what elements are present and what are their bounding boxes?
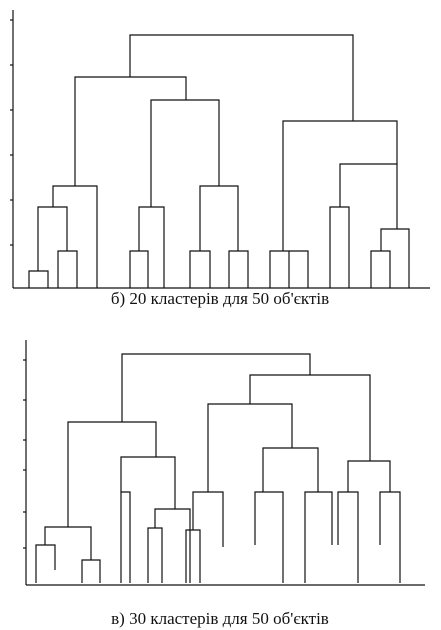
dendrogram-bottom <box>23 340 425 586</box>
dendrogram-link <box>120 456 176 509</box>
caption: б) 20 кластерів для 50 об'єктів <box>111 289 329 308</box>
dendrogram-link <box>129 250 149 288</box>
dendrogram-link <box>207 403 293 492</box>
dendrogram-link <box>262 447 319 492</box>
dendrogram-link <box>228 250 249 288</box>
dendrogram-link <box>249 374 371 461</box>
dendrogram-link <box>57 250 78 288</box>
dendrogram-link <box>282 120 398 251</box>
dendrogram-link <box>379 491 401 583</box>
dendrogram-link <box>185 529 201 583</box>
dendrogram-link <box>52 185 98 288</box>
dendrogram-link <box>67 421 157 527</box>
dendrogram-link <box>129 34 354 121</box>
dendrogram-link <box>44 526 92 560</box>
dendrogram-link <box>339 163 398 229</box>
dendrogram-link <box>121 353 311 422</box>
dendrogram-top <box>10 10 430 289</box>
caption: в) 30 кластерів для 50 об'єктів <box>111 609 329 628</box>
dendrogram-link <box>28 270 49 288</box>
dendrogram-link <box>189 250 211 288</box>
dendrogram-link <box>37 206 68 271</box>
dendrogram-link <box>150 99 220 207</box>
dendrogram-link <box>192 491 224 547</box>
dendrogram-link <box>120 491 131 583</box>
dendrogram-link <box>337 491 359 583</box>
dendrogram-link <box>154 508 191 583</box>
dendrogram-link <box>347 460 391 492</box>
dendrogram-link <box>329 206 350 288</box>
dendrogram-link <box>74 76 187 186</box>
dendrogram-link <box>304 491 333 583</box>
dendrogram-link <box>380 228 410 288</box>
dendrogram-link <box>254 491 284 583</box>
dendrogram-link <box>199 185 239 251</box>
dendrogram-link <box>81 559 101 583</box>
dendrogram-link <box>147 527 163 583</box>
dendrogram-link <box>138 206 165 288</box>
dendrogram-link <box>35 544 56 583</box>
dendrogram-link <box>370 250 391 288</box>
